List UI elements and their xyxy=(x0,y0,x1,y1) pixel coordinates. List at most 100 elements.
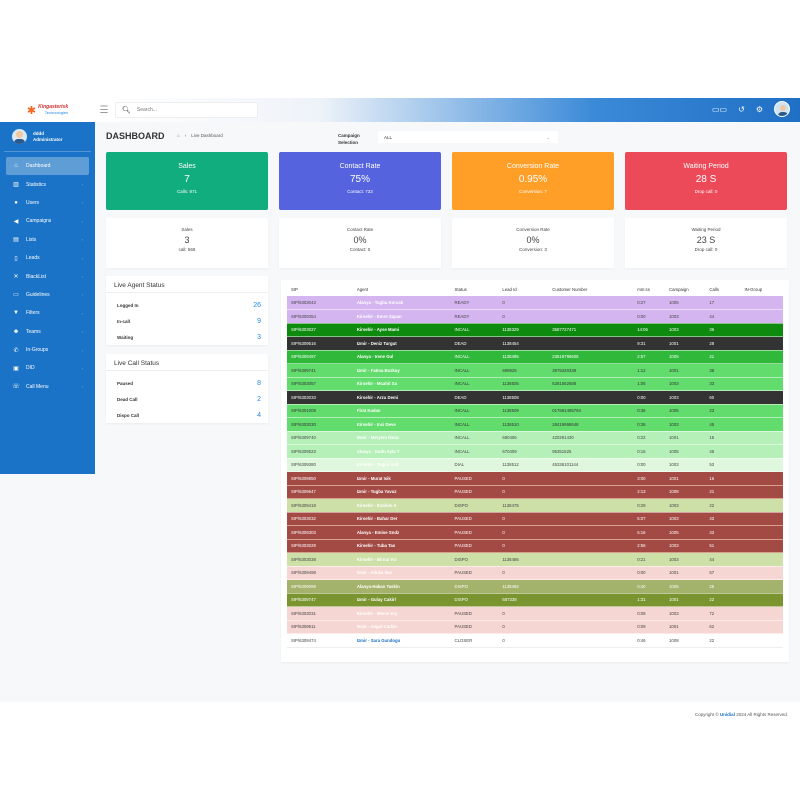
table-row[interactable]: SIP/6309647 Izmir - Tugba Yavuz PAUSED 0 2:1… xyxy=(287,485,783,499)
table-row[interactable]: SIP/6303030 Kirsehir - Inci Deve INCALL 113… xyxy=(287,417,783,432)
sidebar-item-leads[interactable]: ▯ Leads › xyxy=(0,249,95,267)
search-box[interactable]: 🔍︎ xyxy=(115,102,258,118)
history-icon[interactable]: ↺ xyxy=(738,104,745,114)
table-header: SIP Agent Status Lead Id Customer Number mm:s… xyxy=(287,283,783,296)
column-header[interactable]: Agent xyxy=(356,287,369,292)
cell-lead: 0 xyxy=(498,512,549,526)
cell-ing xyxy=(740,350,783,364)
table-row[interactable]: SIP/6309418 Kirsehir - Ibrahim A DISPO 1138… xyxy=(287,498,783,513)
sidebar-item-guidelines[interactable]: ▭ Guidelines › xyxy=(0,286,95,304)
cell-status: INCALL xyxy=(450,431,499,445)
live-calls-table: SIP Agent Status Lead Id Customer Number mm:s… xyxy=(287,283,783,648)
cell-sip: SIP/6303030 xyxy=(287,417,353,432)
column-header[interactable]: SIP xyxy=(291,287,298,292)
column-header[interactable]: mm:ss xyxy=(637,287,650,292)
cell-calls: 62 xyxy=(705,620,741,634)
breadcrumb-current: Live Dashboard xyxy=(191,133,223,138)
cell-status: PAUSED xyxy=(450,525,499,540)
user-icon: ● xyxy=(14,199,18,206)
cell-camp: 1001 xyxy=(665,620,706,634)
panel-title: Live Call Status xyxy=(106,354,268,371)
columns-icon[interactable]: ▭▭ xyxy=(712,104,728,114)
sidebar-item-users[interactable]: ● Users › xyxy=(0,194,95,212)
table-row[interactable]: SIP/6309741 Izmir - Fatma Bozkuy INCALL 699… xyxy=(287,363,783,378)
column-header[interactable]: Status xyxy=(454,287,467,292)
status-count[interactable]: 8 xyxy=(257,379,261,387)
table-row[interactable]: SIP/6303031 Kirsehir - Merve Ery PAUSED 0 0:… xyxy=(287,606,783,621)
cell-cust xyxy=(548,525,634,540)
cell-agent: Kirsehir - Birnur Ko xyxy=(352,552,451,567)
status-count[interactable]: 3 xyxy=(257,333,261,341)
sidebar-item-lists[interactable]: ▤ Lists › xyxy=(0,231,95,249)
sidebar-item-teams[interactable]: ☻ Teams › xyxy=(0,323,95,341)
menu-toggle-icon[interactable]: ☰ xyxy=(95,98,113,122)
table-row[interactable]: SIP/6309911 Izmir - Asgul Carkin PAUSED 0 0:… xyxy=(287,620,783,634)
user-profile[interactable]: dddd Administrator xyxy=(4,122,91,152)
chevron-icon: › xyxy=(81,347,83,353)
sidebar-item-call-menu[interactable]: ☏ Call Menu › xyxy=(0,378,95,396)
sidebar: dddd Administrator ⌂ Dashboard ▥ Statistics… xyxy=(0,122,95,474)
footer-brand-link[interactable]: Unidial xyxy=(719,712,735,717)
column-header[interactable]: Calls xyxy=(709,287,719,292)
cell-camp: 1003 xyxy=(665,606,706,621)
table-row[interactable]: SIP/6303057 Kirsehir - Mcahit Sa INCALL 113… xyxy=(287,377,783,391)
cell-time: 0:00 xyxy=(633,566,666,580)
sidebar-item-blacklist[interactable]: ✕ BlackList › xyxy=(0,267,95,285)
table-row[interactable]: SIP/6309747 Izmir - Gulay Cakirl DISPO 6873… xyxy=(287,593,783,607)
table-row[interactable]: SIP/6303043 Alanya - Tugba Korcak READY 0 0:… xyxy=(287,296,783,310)
table-row[interactable]: SIP/6309740 Izmir - Meryem Ilmaz INCALL 690… xyxy=(287,431,783,445)
table-row[interactable]: SIP/6303032 Kirsehir - Bahar Der PAUSED 0 5:… xyxy=(287,512,783,526)
table-row[interactable]: SIP/6309099 Alanya-Hakan Taskin DISPO 11384… xyxy=(287,579,783,594)
campaign-select[interactable]: ALL ⌄ xyxy=(378,131,558,143)
table-row[interactable]: SIP/6309850 Izmir - Murat Isik PAUSED 0 3:00… xyxy=(287,471,783,486)
sidebar-item-did[interactable]: ▣ DID › xyxy=(0,359,95,377)
kpi-title: Conversion Rate xyxy=(506,163,560,170)
cell-status: INCALL xyxy=(450,350,499,364)
status-count[interactable]: 4 xyxy=(257,411,261,419)
table-row[interactable]: SIP/6309474 Izmir - Sara Gundogu CLOSER 0 0:… xyxy=(287,633,783,648)
home-icon[interactable]: ⌂ xyxy=(177,133,180,138)
cell-sip: SIP/6309380 xyxy=(287,458,353,472)
avatar xyxy=(12,129,27,144)
status-count[interactable]: 9 xyxy=(257,317,261,325)
column-header[interactable]: Customer Number xyxy=(552,287,588,292)
cell-agent: Kirsehir - Ibrahim A xyxy=(352,498,451,513)
sidebar-item-in-groups[interactable]: ✆ In-Groups › xyxy=(0,341,95,359)
table-row[interactable]: SIP/6309498 Izmir - Aliriza Ilan PAUSED 0 0:… xyxy=(287,566,783,580)
cell-cust xyxy=(548,593,634,607)
sidebar-item-campaigns[interactable]: ◀ Campaigns › xyxy=(0,212,95,230)
table-row[interactable]: SIP/6303027 Kirsehir - Ayse Mami INCALL 113… xyxy=(287,323,783,337)
kpi-value: 7 xyxy=(184,174,190,185)
cell-cust: 017681485794 xyxy=(548,404,634,418)
status-count[interactable]: 2 xyxy=(257,395,261,403)
cell-status: INCALL xyxy=(450,404,499,418)
table-row[interactable]: SIP/6309380 Kirsehir - Tugce Sali DIAL 1138… xyxy=(287,458,783,472)
table-row[interactable]: SIP/6309303 Alanya - Emine Sndz PAUSED 0 5:1… xyxy=(287,525,783,540)
table-row[interactable]: SIP/6303029 Kirsehir - Tuba Tas PAUSED 0 2:5… xyxy=(287,539,783,553)
sidebar-item-statistics[interactable]: ▥ Statistics › xyxy=(0,175,95,193)
cell-status: DEAD xyxy=(450,390,499,405)
table-row[interactable]: SIP/6309516 Izmir - Deniz Turgut DEAD 11384… xyxy=(287,336,783,351)
table-row[interactable]: SIP/6301009 Firat Kadan INCALL 1138509 01768… xyxy=(287,404,783,418)
user-avatar[interactable] xyxy=(774,101,790,117)
table-row[interactable]: SIP/6303038 Kirsehir - Birnur Ko DISPO 1138… xyxy=(287,552,783,567)
column-header[interactable]: IN-Group xyxy=(744,287,763,292)
column-header[interactable]: Lead Id xyxy=(502,287,517,292)
status-count[interactable]: 26 xyxy=(253,301,261,309)
cell-lead: 1138508 xyxy=(498,390,549,405)
sidebar-item-filters[interactable]: ▼ Filters › xyxy=(0,304,95,322)
logo[interactable]: ✱ Kingasterisk Technologies xyxy=(0,98,95,122)
column-header[interactable]: Campaign xyxy=(669,287,689,292)
table-row[interactable]: SIP/6309523 Alanya - Dudu Ayla T INCALL 670… xyxy=(287,444,783,459)
kpi-sub: Drop call: 0 xyxy=(694,247,718,252)
table-row[interactable]: SIP/6309497 Alanya - Irene Gul INCALL 11384… xyxy=(287,350,783,364)
search-input[interactable] xyxy=(136,107,247,113)
cell-camp: 1001 xyxy=(665,336,706,351)
settings-icon[interactable]: ⚙ xyxy=(755,104,763,114)
table-row[interactable]: SIP/6303033 Kirsehir - Arzu Demi DEAD 11385… xyxy=(287,390,783,405)
sidebar-item-dashboard[interactable]: ⌂ Dashboard xyxy=(6,157,89,176)
cell-agent: Kirsehir - Arzu Demi xyxy=(352,390,451,405)
team-icon: ☻ xyxy=(12,328,20,335)
table-row[interactable]: SIP/6309354 Kirsehir - Emre Sapan READY 0 0:… xyxy=(287,309,783,324)
cell-camp: 1003 xyxy=(665,417,706,432)
